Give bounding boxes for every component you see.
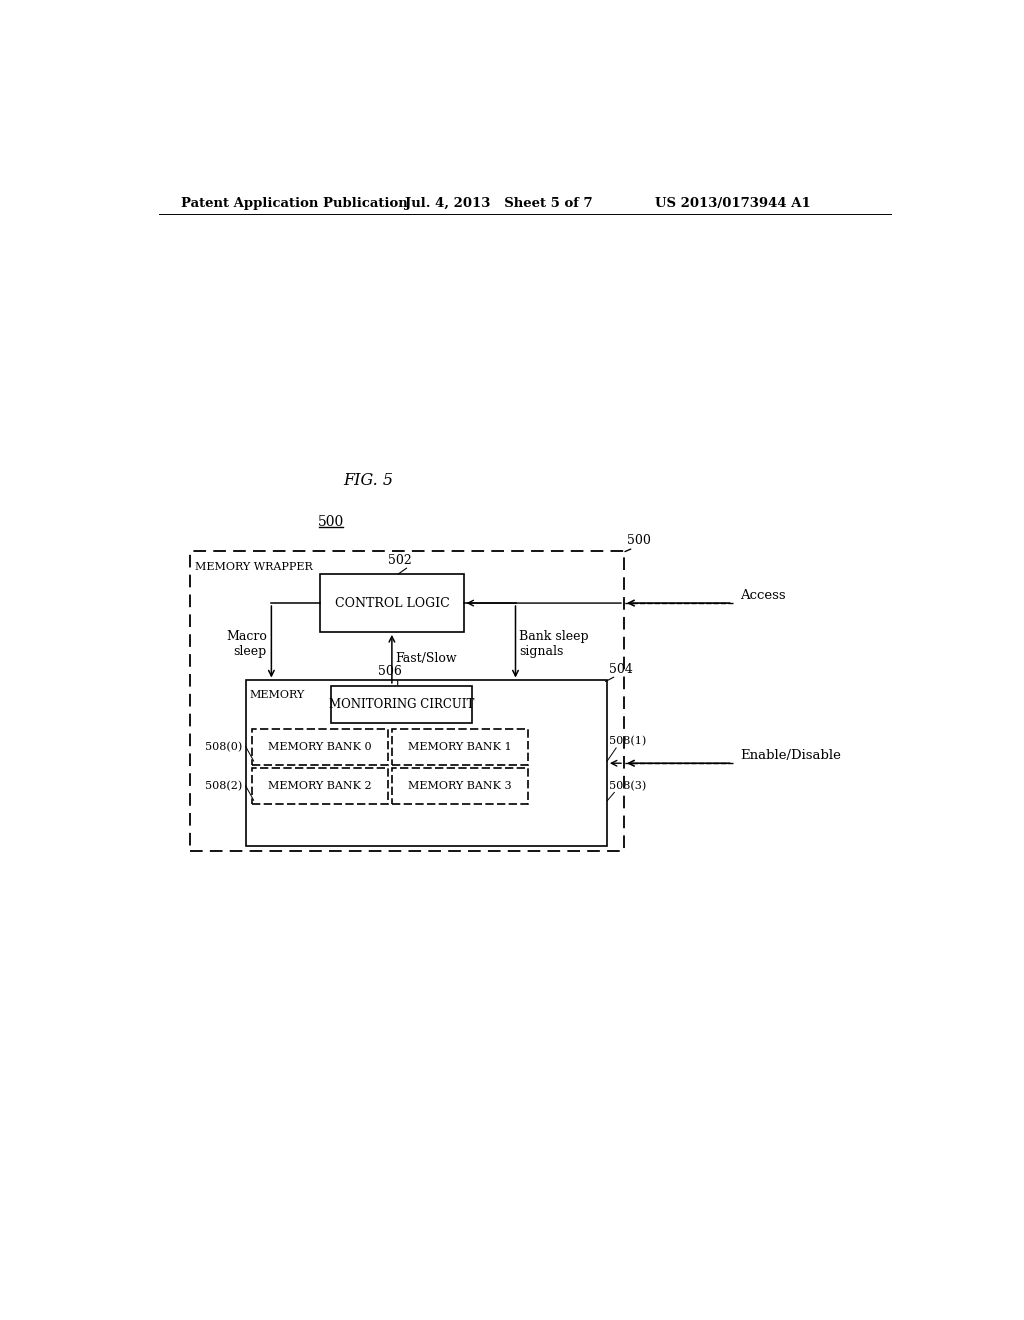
Text: Jul. 4, 2013   Sheet 5 of 7: Jul. 4, 2013 Sheet 5 of 7 [406,197,593,210]
Text: MONITORING CIRCUIT: MONITORING CIRCUIT [329,698,474,711]
Text: 500: 500 [317,515,344,529]
Text: 500: 500 [627,533,651,546]
Text: MEMORY WRAPPER: MEMORY WRAPPER [195,562,312,572]
Text: Patent Application Publication: Patent Application Publication [180,197,408,210]
Text: MEMORY BANK 3: MEMORY BANK 3 [409,781,512,791]
Bar [392,729,528,766]
Text: Access: Access [740,589,785,602]
Text: CONTROL LOGIC: CONTROL LOGIC [335,597,450,610]
Bar [321,574,464,632]
Text: 502: 502 [388,554,412,566]
Bar [246,681,607,846]
Text: MEMORY BANK 2: MEMORY BANK 2 [268,781,372,791]
Text: 508(0): 508(0) [206,742,243,752]
Text: Fast/Slow: Fast/Slow [395,652,458,665]
Text: 506: 506 [378,665,401,678]
Text: Macro
sleep: Macro sleep [226,630,266,659]
Text: 508(3): 508(3) [608,781,646,792]
Bar [331,686,472,723]
Text: Enable/Disable: Enable/Disable [740,748,841,762]
Text: 508(1): 508(1) [608,735,646,746]
Text: FIG. 5: FIG. 5 [343,471,393,488]
Text: Bank sleep
signals: Bank sleep signals [519,630,589,659]
Text: US 2013/0173944 A1: US 2013/0173944 A1 [655,197,811,210]
Text: MEMORY: MEMORY [250,689,305,700]
Text: MEMORY BANK 1: MEMORY BANK 1 [409,742,512,752]
Bar [392,768,528,804]
Bar [252,768,388,804]
Text: MEMORY BANK 0: MEMORY BANK 0 [268,742,372,752]
Bar [190,552,624,851]
Bar [252,729,388,766]
Text: 504: 504 [608,663,633,676]
Text: 508(2): 508(2) [206,781,243,792]
